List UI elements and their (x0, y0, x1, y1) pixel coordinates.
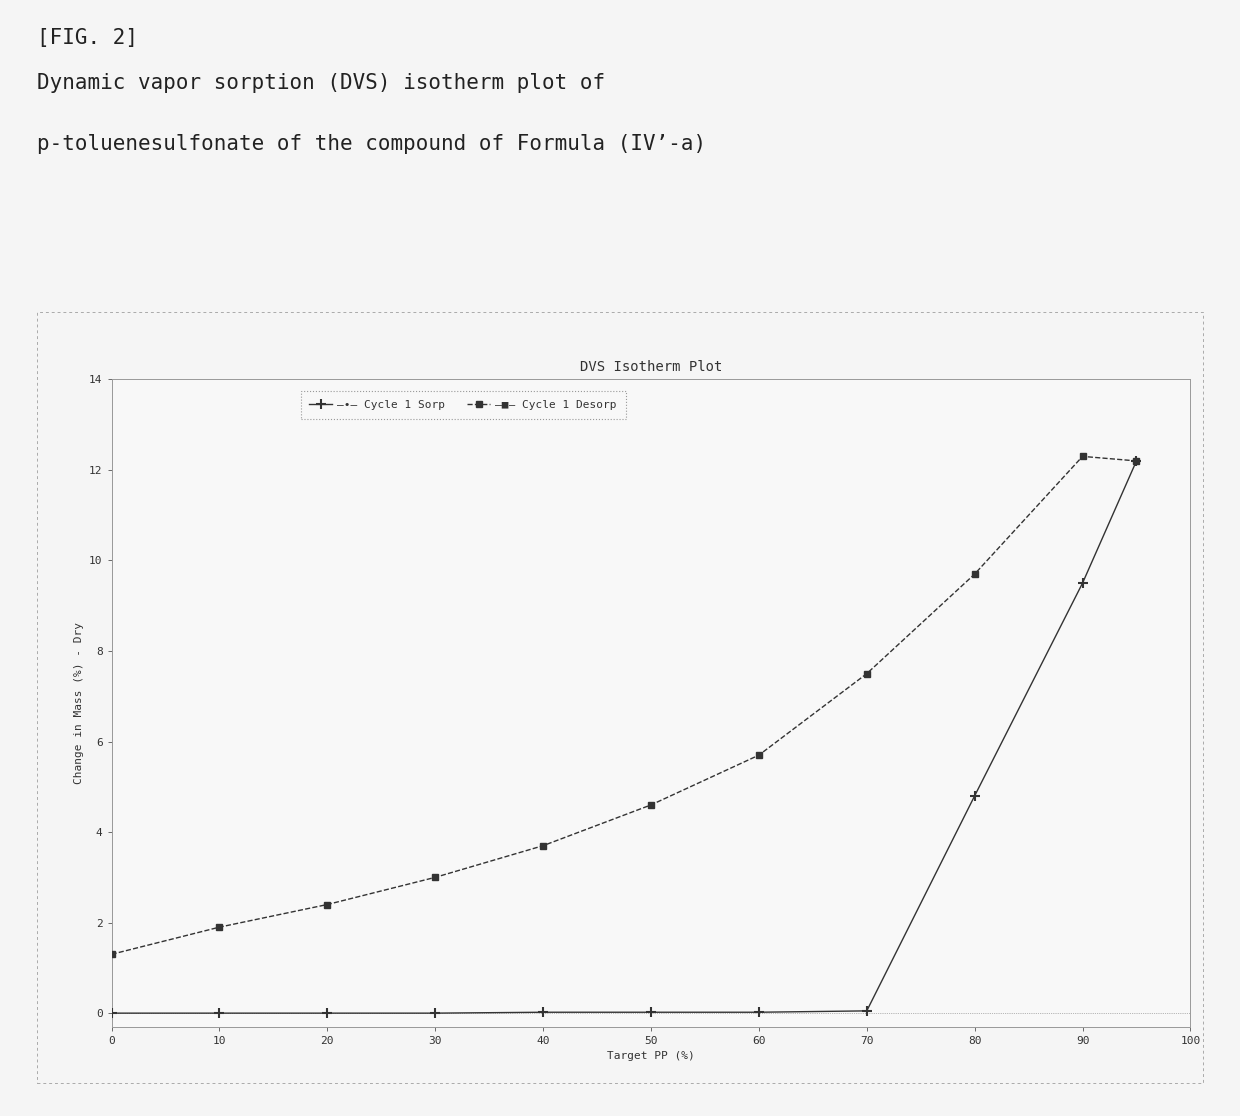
Legend: —•— Cycle 1 Sorp, —■— Cycle 1 Desorp: —•— Cycle 1 Sorp, —■— Cycle 1 Desorp (300, 392, 626, 420)
Title: DVS Isotherm Plot: DVS Isotherm Plot (580, 360, 722, 374)
Text: p-toluenesulfonate of the compound of Formula (IV’-a): p-toluenesulfonate of the compound of Fo… (37, 134, 707, 154)
Y-axis label: Change in Mass (%) - Dry: Change in Mass (%) - Dry (73, 622, 83, 785)
Text: [FIG. 2]: [FIG. 2] (37, 28, 138, 48)
Text: Dynamic vapor sorption (DVS) isotherm plot of: Dynamic vapor sorption (DVS) isotherm pl… (37, 73, 605, 93)
X-axis label: Target PP (%): Target PP (%) (608, 1051, 694, 1061)
